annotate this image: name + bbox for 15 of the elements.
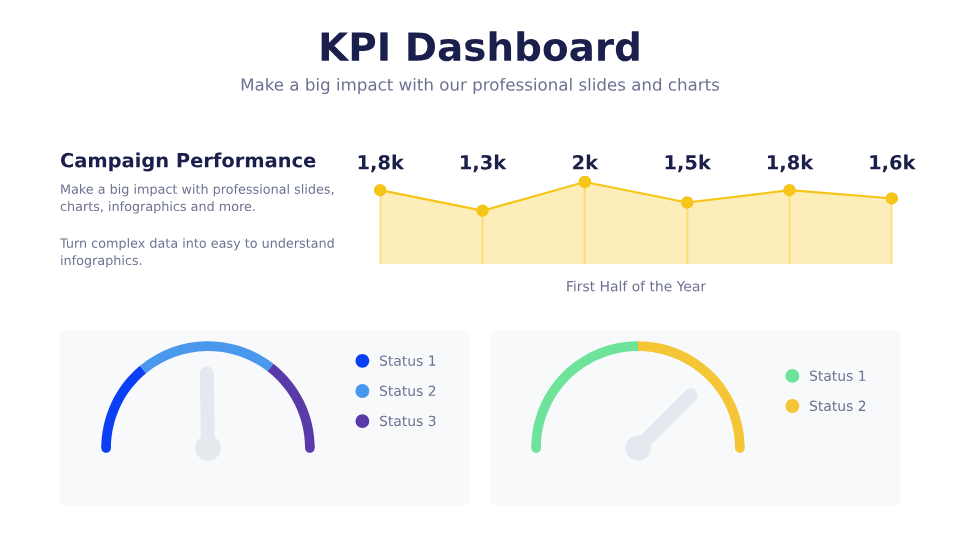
data-label: 1,8k xyxy=(767,154,814,173)
point xyxy=(578,176,592,189)
data-label: 2k xyxy=(573,154,599,170)
text: Make a big impact with our professional slides and charts xyxy=(241,77,720,95)
data-label: 1,6k xyxy=(870,154,916,173)
data-label: 1,5k xyxy=(665,154,712,173)
point xyxy=(476,204,489,217)
point xyxy=(783,183,796,197)
text: Campaign Performance xyxy=(60,152,316,172)
point xyxy=(373,183,387,197)
point xyxy=(680,196,694,209)
data-label: 1,8k xyxy=(358,154,405,173)
point xyxy=(885,192,899,205)
data-label: 1,3k xyxy=(461,154,507,173)
text: KPI Dashboard xyxy=(321,31,639,62)
